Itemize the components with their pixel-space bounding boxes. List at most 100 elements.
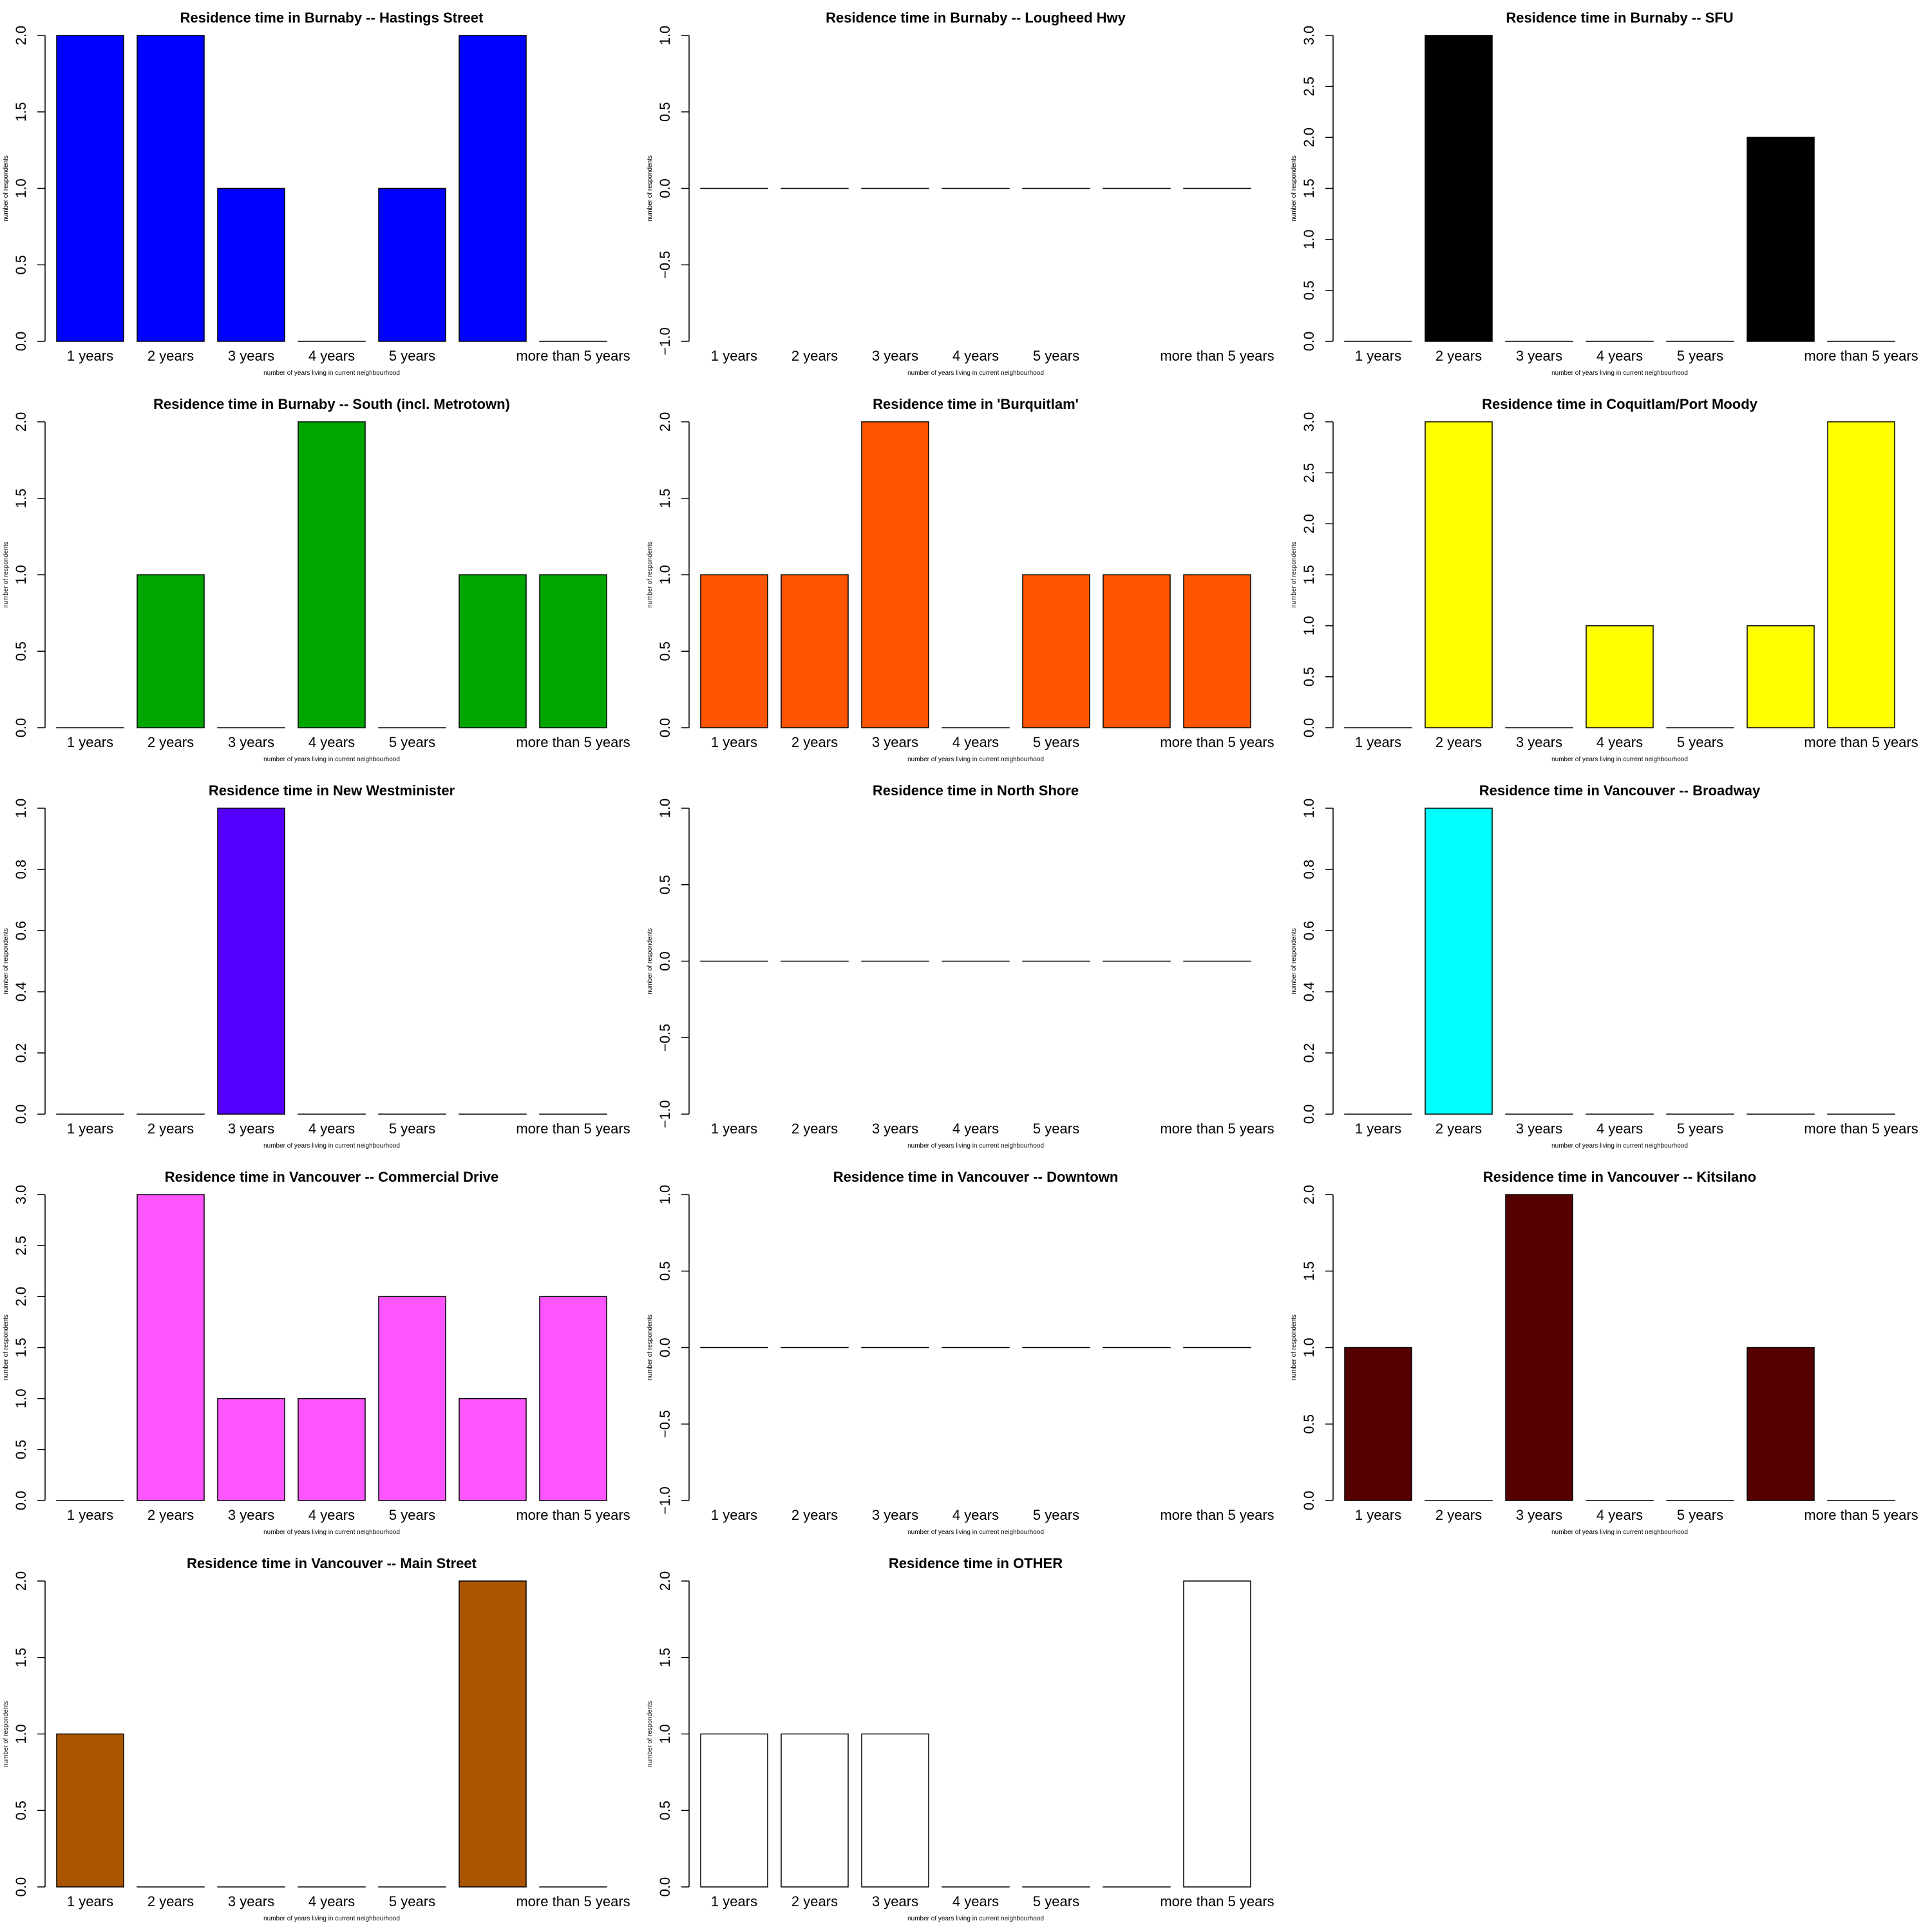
x-tick-label: 5 years bbox=[1033, 734, 1079, 750]
y-tick-label: 0.0 bbox=[1301, 1104, 1317, 1124]
y-axis-label: number of respondents bbox=[647, 542, 654, 608]
bar bbox=[459, 35, 527, 342]
y-tick-label: 0.2 bbox=[13, 1043, 29, 1063]
y-tick-label: 2.0 bbox=[1301, 514, 1317, 534]
x-tick-label: 2 years bbox=[147, 1121, 194, 1137]
chart-title: Residence time in Burnaby -- SFU bbox=[1506, 10, 1733, 26]
x-tick-label: 5 years bbox=[389, 348, 435, 364]
chart-title: Residence time in Coquitlam/Port Moody bbox=[1482, 396, 1758, 412]
x-axis-label: number of years living in current neighb… bbox=[1551, 756, 1688, 763]
bar bbox=[1827, 421, 1895, 728]
y-tick-label: 1.5 bbox=[13, 1338, 29, 1358]
x-tick-label: 1 years bbox=[1355, 1507, 1401, 1523]
x-tick-label: 3 years bbox=[228, 1893, 274, 1909]
y-tick-label: 0.2 bbox=[1301, 1043, 1317, 1063]
bar bbox=[700, 574, 768, 728]
bar bbox=[459, 574, 527, 728]
y-tick-label: 3.0 bbox=[1301, 412, 1317, 432]
y-tick-label: 1.0 bbox=[657, 26, 673, 46]
x-tick-label: 5 years bbox=[1677, 1121, 1723, 1137]
x-tick-label: 4 years bbox=[952, 1121, 999, 1137]
y-tick-label: 0.5 bbox=[1301, 667, 1317, 687]
x-tick-label: 5 years bbox=[389, 1507, 435, 1523]
bar-chart-panel: Residence time in Burnaby -- SFU 0.0 0.5 1.… bbox=[1291, 10, 1918, 377]
x-tick-label: 2 years bbox=[791, 1507, 838, 1523]
bar bbox=[137, 574, 205, 728]
x-axis-label: number of years living in current neighb… bbox=[1551, 1529, 1688, 1536]
bar-chart-panel: Residence time in Burnaby -- Lougheed Hw… bbox=[647, 10, 1274, 377]
bar bbox=[700, 1733, 768, 1888]
x-tick-label: 3 years bbox=[872, 1507, 918, 1523]
y-tick-label: 1.0 bbox=[1301, 799, 1317, 819]
x-axis-label: number of years living in current neighb… bbox=[263, 756, 400, 763]
x-tick-label: 3 years bbox=[872, 1121, 918, 1137]
chart-title: Residence time in Vancouver -- Downtown bbox=[833, 1169, 1119, 1185]
x-tick-label: more than 5 years bbox=[516, 734, 630, 750]
bar bbox=[1103, 574, 1171, 728]
x-axis-label: number of years living in current neighb… bbox=[907, 1915, 1044, 1922]
x-tick-label: 4 years bbox=[308, 734, 355, 750]
bar-chart-panel: Residence time in New Westminister 0.0 0.2… bbox=[3, 782, 630, 1150]
y-tick-label: 1.0 bbox=[657, 799, 673, 819]
y-axis-label: number of respondents bbox=[3, 1314, 10, 1381]
y-tick-label: 0.0 bbox=[13, 1877, 29, 1897]
y-tick-label: 0.5 bbox=[1301, 281, 1317, 301]
x-tick-label: 3 years bbox=[872, 348, 918, 364]
x-axis-label: number of years living in current neighb… bbox=[1551, 1142, 1688, 1150]
bar bbox=[56, 35, 124, 342]
y-tick-label: 2.5 bbox=[1301, 77, 1317, 97]
bar bbox=[217, 808, 285, 1115]
y-tick-label: 1.5 bbox=[1301, 1261, 1317, 1281]
bar-chart-panel: Residence time in North Shore −1.0 −0.5 0.0… bbox=[647, 782, 1274, 1150]
y-tick-label: 0.0 bbox=[657, 718, 673, 738]
bar bbox=[781, 1733, 849, 1888]
y-tick-label: 0.0 bbox=[1301, 332, 1317, 352]
bar bbox=[137, 1194, 205, 1501]
chart-title: Residence time in Burnaby -- South (incl… bbox=[153, 396, 510, 412]
y-axis-label: number of respondents bbox=[1291, 542, 1298, 608]
x-tick-label: 1 years bbox=[1355, 734, 1401, 750]
bar-chart-panel: Residence time in Burnaby -- South (incl… bbox=[3, 396, 630, 763]
x-tick-label: 4 years bbox=[1596, 1507, 1643, 1523]
chart-title: Residence time in Vancouver -- Commercia… bbox=[165, 1169, 498, 1185]
x-tick-label: 4 years bbox=[952, 734, 999, 750]
y-tick-label: 1.5 bbox=[657, 1647, 673, 1667]
y-tick-label: 2.0 bbox=[13, 26, 29, 46]
x-tick-label: 3 years bbox=[1516, 1121, 1562, 1137]
x-tick-label: 1 years bbox=[67, 1121, 113, 1137]
x-tick-label: 5 years bbox=[1033, 348, 1079, 364]
y-axis-label: number of respondents bbox=[1291, 928, 1298, 994]
bar bbox=[298, 1397, 366, 1501]
x-tick-label: more than 5 years bbox=[1160, 348, 1274, 364]
y-tick-label: 1.5 bbox=[1301, 178, 1317, 198]
x-axis-label: number of years living in current neighb… bbox=[263, 1915, 400, 1922]
x-tick-label: more than 5 years bbox=[1160, 1893, 1274, 1909]
x-tick-label: 5 years bbox=[389, 1893, 435, 1909]
y-tick-label: 0.0 bbox=[1301, 718, 1317, 738]
x-tick-label: 3 years bbox=[228, 1121, 274, 1137]
x-tick-label: 4 years bbox=[308, 1121, 355, 1137]
bar bbox=[378, 1296, 446, 1501]
bar bbox=[1747, 1347, 1815, 1501]
chart-title: Residence time in 'Burquitlam' bbox=[873, 396, 1079, 412]
x-axis-label: number of years living in current neighb… bbox=[263, 370, 400, 377]
x-axis-label: number of years living in current neighb… bbox=[263, 1142, 400, 1150]
y-tick-label: 0.8 bbox=[13, 860, 29, 880]
x-tick-label: 1 years bbox=[67, 734, 113, 750]
y-axis-label: number of respondents bbox=[3, 928, 10, 994]
bar-chart-panel: Residence time in Coquitlam/Port Moody 0.… bbox=[1291, 396, 1918, 763]
bar bbox=[1183, 574, 1251, 728]
x-tick-label: 2 years bbox=[1435, 734, 1482, 750]
chart-title: Residence time in Vancouver -- Main Stre… bbox=[187, 1555, 477, 1571]
x-tick-label: 4 years bbox=[308, 348, 355, 364]
y-tick-label: −1.0 bbox=[657, 1486, 673, 1514]
y-tick-label: 0.0 bbox=[13, 718, 29, 738]
x-axis-label: number of years living in current neighb… bbox=[907, 370, 1044, 377]
x-tick-label: 1 years bbox=[711, 734, 757, 750]
x-tick-label: more than 5 years bbox=[516, 348, 630, 364]
y-axis-label: number of respondents bbox=[1291, 1314, 1298, 1381]
y-tick-label: 2.0 bbox=[657, 1571, 673, 1591]
x-tick-label: 1 years bbox=[711, 1893, 757, 1909]
y-tick-label: 0.5 bbox=[1301, 1414, 1317, 1434]
x-tick-label: more than 5 years bbox=[516, 1121, 630, 1137]
